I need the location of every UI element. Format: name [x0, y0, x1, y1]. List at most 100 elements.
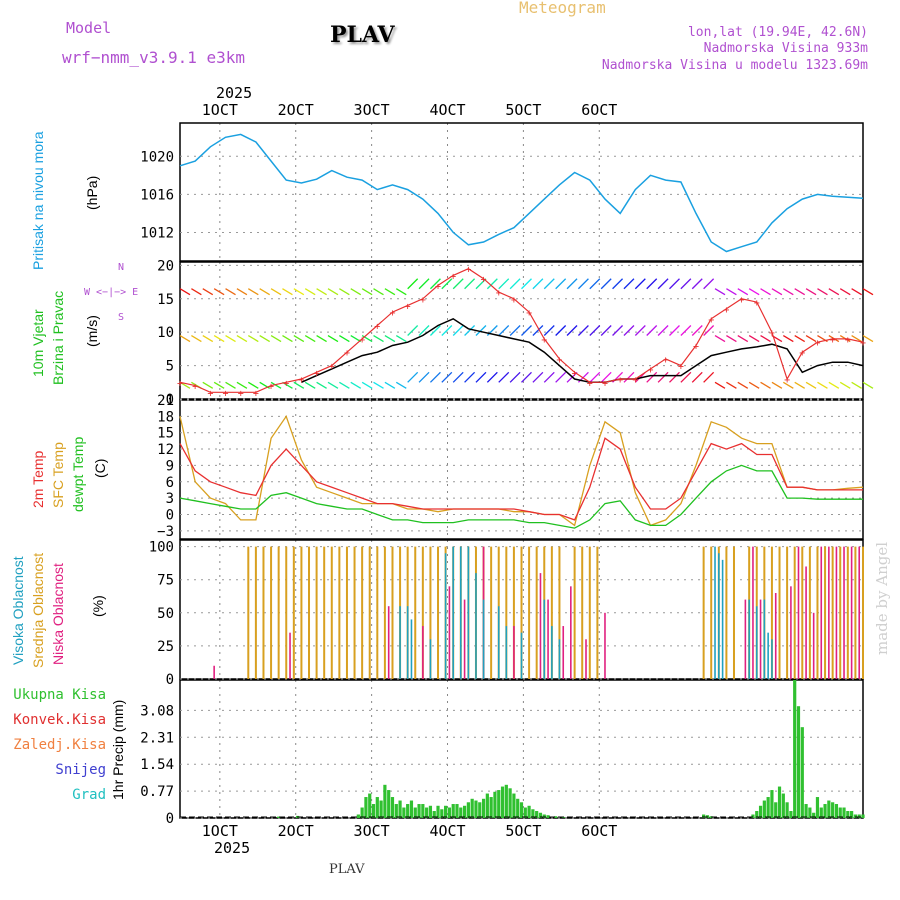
- wind-barb: [691, 325, 703, 336]
- precip-bar: [827, 800, 831, 818]
- wind-barb: [395, 381, 407, 389]
- precip-bar: [413, 807, 417, 818]
- gust-marker: +: [845, 335, 851, 346]
- wind-barb: [407, 278, 419, 290]
- wind-barb: [361, 288, 373, 296]
- precip-bar: [497, 790, 501, 818]
- wind-barb: [782, 381, 794, 389]
- wind-barb: [452, 371, 464, 383]
- wind-barb: [475, 325, 487, 336]
- compass-rose: W <−|−> E: [84, 287, 139, 298]
- wind-barb: [429, 278, 441, 290]
- top-tick-label: 4OCT: [429, 101, 465, 119]
- wind-barb: [555, 371, 567, 383]
- wind-barb: [213, 334, 225, 343]
- y-tick-label: 15: [157, 292, 174, 308]
- model-name: wrf−nmm_v3.9.1 e3km: [62, 48, 246, 67]
- precip-bar: [812, 812, 816, 818]
- y-tick-label: 0: [166, 672, 174, 688]
- gust-marker: +: [693, 342, 699, 353]
- precip-bar: [360, 807, 364, 818]
- wind-barb: [395, 334, 407, 343]
- wind-barb: [247, 334, 259, 343]
- wind-barb: [555, 278, 567, 290]
- year-bottom: 2025: [214, 839, 251, 857]
- gust-marker: +: [481, 275, 487, 286]
- wind-barb: [521, 278, 532, 290]
- wind-barb: [339, 381, 350, 389]
- wind-barb: [304, 334, 316, 343]
- wind-barb: [600, 325, 612, 336]
- wind-barb: [703, 371, 715, 383]
- wind-barb: [498, 278, 510, 290]
- gust-marker: +: [465, 265, 471, 276]
- wind-barb: [577, 325, 589, 336]
- wind-barb: [350, 381, 362, 389]
- precip-bar: [417, 804, 421, 818]
- precip-bar: [804, 804, 808, 818]
- precip-bar: [774, 802, 778, 818]
- bottom-tick-label: 3OCT: [354, 822, 390, 840]
- wind-barb: [350, 334, 362, 343]
- wind-barb: [407, 325, 419, 336]
- gust-marker: +: [420, 295, 426, 306]
- wind-barb: [703, 325, 715, 336]
- precip-bar: [436, 805, 440, 818]
- gust-marker: +: [632, 375, 638, 386]
- wind-barb: [680, 371, 692, 383]
- wind-barb: [441, 325, 453, 336]
- wind-barb: [839, 288, 851, 296]
- wind-barb: [247, 288, 259, 296]
- wind-barb: [760, 334, 771, 343]
- bottom-tick-label: 2OCT: [278, 822, 314, 840]
- gust-marker: +: [814, 338, 820, 349]
- precip-bar: [428, 805, 433, 818]
- y-tick-label: 18: [157, 409, 174, 425]
- gust-marker: +: [374, 321, 380, 332]
- precip-bar: [444, 805, 448, 818]
- precip-bar: [846, 811, 850, 818]
- y-tick-label: 20: [157, 258, 174, 274]
- precip-bar: [432, 811, 436, 818]
- wind-barb: [600, 371, 612, 383]
- wind-barb: [634, 325, 646, 336]
- wind-barb: [293, 288, 305, 296]
- precip-bar: [538, 812, 543, 818]
- wind-barb: [339, 334, 350, 343]
- dewpoint-line: [179, 464, 863, 529]
- legend-snow: Snijeg: [55, 762, 106, 778]
- y-tick-label: 10: [157, 325, 174, 341]
- precip-bar: [535, 811, 539, 818]
- wind-barb: [384, 288, 396, 296]
- wind-gust-line: [179, 268, 864, 393]
- wind-barb: [429, 325, 441, 336]
- wind-barb: [691, 278, 703, 290]
- bottom-tick-label: 6OCT: [581, 822, 617, 840]
- wind-barb: [384, 381, 396, 389]
- gust-marker: +: [496, 288, 502, 299]
- wind-barb: [475, 371, 487, 383]
- wind-barb: [486, 278, 498, 290]
- precip-bar: [371, 804, 376, 818]
- top-tick-label: 3OCT: [354, 101, 390, 119]
- wind-barb: [179, 381, 191, 389]
- gust-marker: +: [435, 281, 441, 292]
- wind-barb: [236, 334, 248, 343]
- wind-barb: [805, 288, 817, 296]
- precip-bar: [838, 807, 842, 818]
- model-altitude: Nadmorska Visina u modelu 1323.69m: [601, 58, 868, 73]
- wind-barb: [862, 381, 874, 389]
- precip-bar: [485, 793, 489, 818]
- precip-bar: [762, 800, 766, 818]
- y-tick-label: 21: [157, 393, 174, 409]
- wind-barb: [828, 381, 840, 389]
- precip-bar: [808, 807, 812, 818]
- y-tick-label: 1020: [140, 149, 174, 165]
- wind-barb: [623, 278, 635, 290]
- pressure-line: [179, 133, 864, 253]
- wind-barb: [384, 334, 396, 343]
- wind-barb: [532, 325, 544, 336]
- wind-barb: [839, 381, 851, 389]
- precip-bar: [777, 786, 782, 818]
